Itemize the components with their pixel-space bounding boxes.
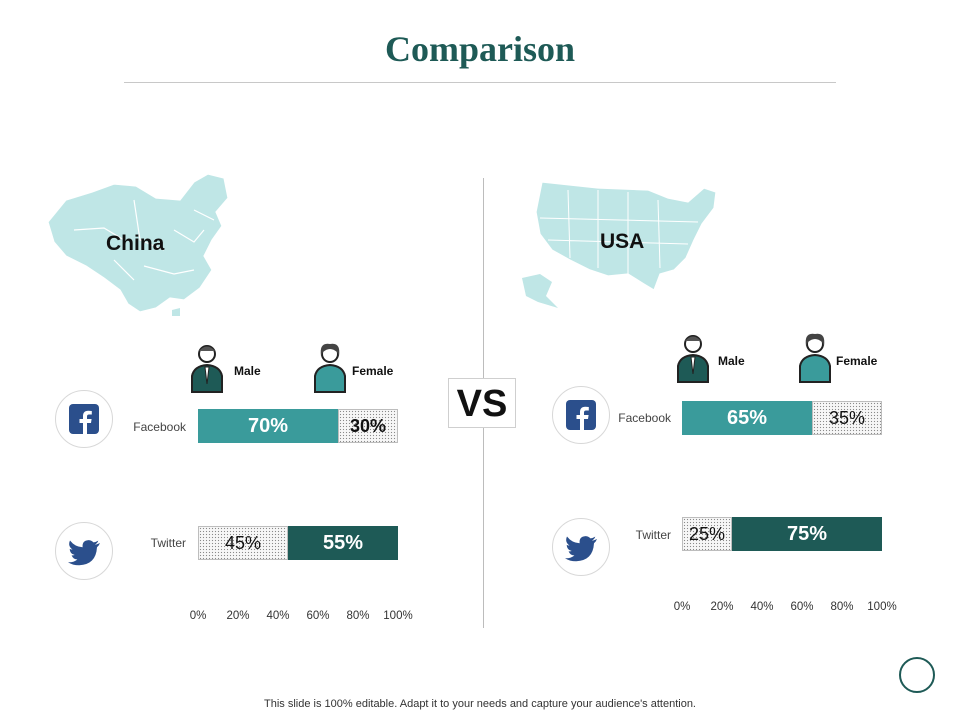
twitter-bird-icon xyxy=(565,536,597,562)
bar-segment-female: 75% xyxy=(732,517,882,551)
bar-segment-male: 65% xyxy=(682,401,812,435)
twitter-icon-circle xyxy=(552,518,610,576)
corner-circle-icon xyxy=(899,657,935,693)
bar-segment-female: 30% xyxy=(338,409,398,443)
female-legend-label: Female xyxy=(352,364,394,378)
male-avatar-icon xyxy=(677,335,709,383)
title-underline xyxy=(124,82,836,83)
x-tick-label: 80% xyxy=(346,610,370,622)
male-legend-label: Male xyxy=(718,354,745,368)
bar-segment-female: 55% xyxy=(288,526,398,560)
female-legend-label: Female xyxy=(836,354,878,368)
china-label: China xyxy=(106,232,165,255)
bar-segment-male: 45% xyxy=(198,526,288,560)
female-avatar-icon xyxy=(314,343,346,393)
male-avatar-icon xyxy=(191,345,223,393)
vs-badge: VS xyxy=(448,378,516,428)
x-tick-label: 40% xyxy=(266,610,290,622)
x-tick-label: 20% xyxy=(226,610,250,622)
x-tick-label: 80% xyxy=(830,601,854,613)
x-tick-label: 0% xyxy=(673,601,691,613)
facebook-icon-circle xyxy=(55,390,113,448)
x-tick-label: 0% xyxy=(189,610,207,622)
x-tick-label: 20% xyxy=(710,601,734,613)
china-facebook-bar: 70% 30% xyxy=(198,409,398,443)
twitter-icon-circle xyxy=(55,522,113,580)
usa-map-icon xyxy=(522,181,717,308)
x-tick-label: 100% xyxy=(867,601,897,613)
facebook-label: Facebook xyxy=(133,420,186,434)
bar-segment-male: 25% xyxy=(682,517,732,551)
facebook-icon-circle xyxy=(552,386,610,444)
facebook-icon xyxy=(69,404,99,434)
x-tick-label: 60% xyxy=(306,610,330,622)
usa-x-axis: 0% 20% 40% 60% 80% 100% xyxy=(674,601,897,617)
usa-label: USA xyxy=(600,230,645,253)
x-tick-label: 100% xyxy=(383,610,413,622)
facebook-label: Facebook xyxy=(618,411,671,425)
female-avatar-icon xyxy=(799,333,831,383)
facebook-icon xyxy=(566,400,596,430)
bar-segment-female: 35% xyxy=(812,401,882,435)
footer-note: This slide is 100% editable. Adapt it to… xyxy=(264,698,696,710)
china-map-icon xyxy=(47,173,229,316)
x-tick-label: 40% xyxy=(750,601,774,613)
bar-segment-male: 70% xyxy=(198,409,338,443)
usa-facebook-bar: 65% 35% xyxy=(682,401,882,435)
twitter-label: Twitter xyxy=(150,536,186,550)
usa-twitter-bar: 25% 75% xyxy=(682,517,882,551)
china-twitter-bar: 45% 55% xyxy=(198,526,398,560)
slide-title: Comparison xyxy=(384,29,576,69)
twitter-bird-icon xyxy=(68,540,100,566)
x-tick-label: 60% xyxy=(790,601,814,613)
male-legend-label: Male xyxy=(234,364,261,378)
twitter-label: Twitter xyxy=(635,528,671,542)
china-x-axis: 0% 20% 40% 60% 80% 100% xyxy=(190,610,413,626)
